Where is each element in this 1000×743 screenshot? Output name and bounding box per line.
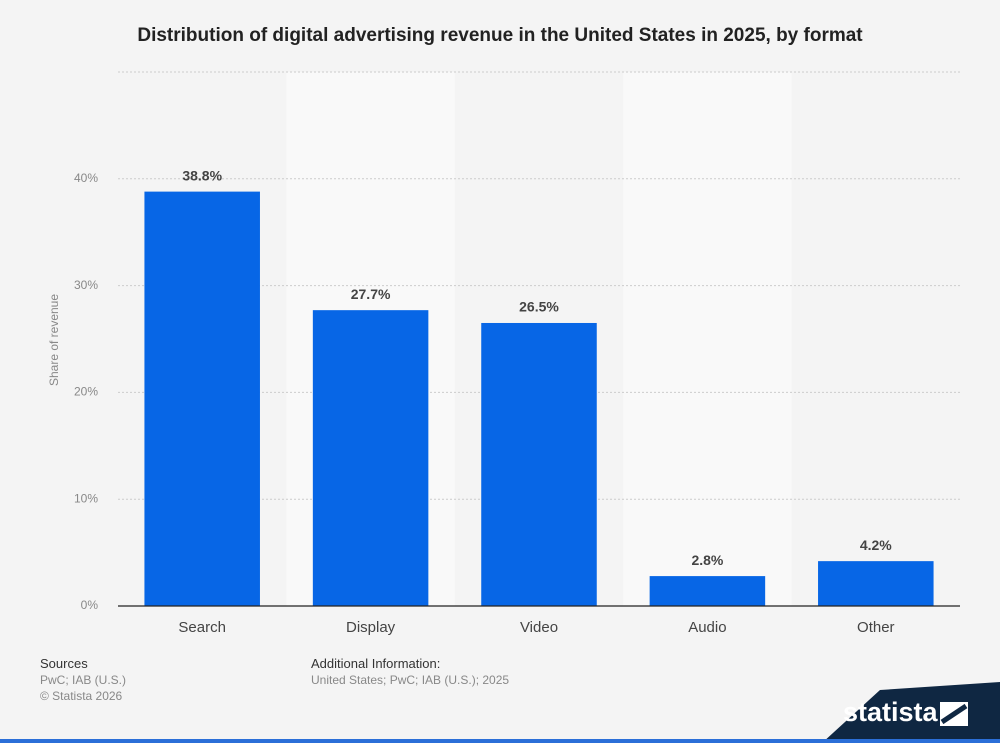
logo-text: statista bbox=[843, 697, 939, 727]
y-tick-label: 30% bbox=[74, 278, 98, 292]
bar bbox=[481, 322, 597, 606]
sources: Sources PwC; IAB (U.S.) © Statista 2026 bbox=[40, 656, 126, 704]
y-tick-label: 10% bbox=[74, 491, 98, 505]
band-background bbox=[623, 72, 792, 606]
x-tick-label: Display bbox=[346, 619, 396, 636]
data-label: 4.2% bbox=[860, 537, 892, 553]
additional-info: Additional Information: United States; P… bbox=[311, 656, 509, 688]
logo-icon-slash bbox=[940, 703, 968, 725]
x-tick-label: Audio bbox=[688, 619, 726, 636]
copyright: © Statista 2026 bbox=[40, 689, 123, 703]
logo-shape bbox=[822, 682, 1000, 743]
info-text: United States; PwC; IAB (U.S.); 2025 bbox=[311, 673, 510, 687]
y-tick-label: 20% bbox=[74, 385, 98, 399]
bar bbox=[144, 191, 260, 606]
info-title: Additional Information: bbox=[311, 656, 441, 671]
data-label: 2.8% bbox=[691, 552, 723, 568]
data-label: 27.7% bbox=[351, 286, 391, 302]
chart-title: Distribution of digital advertising reve… bbox=[137, 25, 863, 46]
y-axis-label: Share of revenue bbox=[47, 294, 61, 386]
bar bbox=[818, 561, 934, 606]
sources-text: PwC; IAB (U.S.) bbox=[40, 673, 127, 687]
bottom-bar bbox=[0, 739, 1000, 743]
x-tick-label: Video bbox=[520, 619, 558, 636]
y-tick-label: 0% bbox=[81, 598, 99, 612]
bar bbox=[312, 310, 429, 606]
bar bbox=[649, 576, 766, 606]
sources-title: Sources bbox=[40, 656, 88, 671]
data-label: 38.8% bbox=[182, 167, 222, 183]
y-tick-label: 40% bbox=[74, 171, 98, 185]
x-tick-label: Search bbox=[178, 619, 226, 636]
x-tick-label: Other bbox=[857, 619, 895, 636]
data-label: 26.5% bbox=[519, 299, 559, 315]
